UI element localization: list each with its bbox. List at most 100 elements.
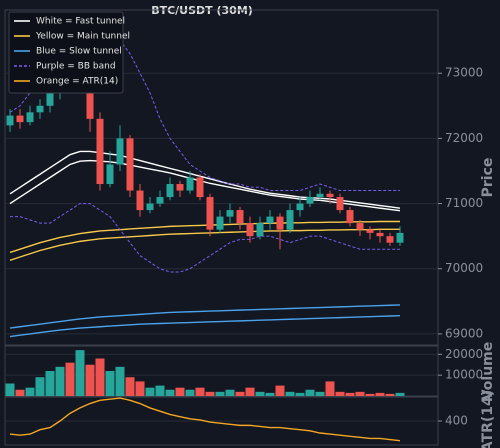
volume-bar	[15, 389, 25, 396]
volume-bar	[115, 366, 125, 396]
candle-body	[246, 223, 254, 237]
candle-body	[326, 193, 334, 198]
tunnel-line	[9, 228, 400, 261]
tunnel-line	[9, 220, 400, 254]
candle-body	[156, 197, 164, 204]
legend-box	[8, 11, 124, 94]
y-tick-label: 69000	[445, 326, 483, 340]
volume-bar	[365, 393, 375, 396]
legend-label: Blue = Slow tunnel	[36, 47, 122, 57]
tunnel-line	[9, 150, 401, 209]
candle-body	[336, 197, 344, 211]
volume-bar	[345, 392, 355, 396]
volume-bar	[305, 389, 315, 396]
volume-bar	[355, 391, 365, 396]
volume-bar	[205, 391, 215, 396]
volume-bar	[105, 371, 115, 396]
candle-body	[46, 92, 54, 106]
candle-body	[276, 216, 284, 230]
volume-bar	[65, 362, 75, 396]
volume-bar	[45, 371, 55, 396]
candle-body	[106, 164, 114, 185]
candle-body	[96, 118, 104, 185]
candle-body	[36, 105, 44, 113]
volume-bar	[185, 389, 195, 396]
candle-body	[286, 210, 294, 230]
tunnel-line	[10, 203, 400, 273]
volume-bar	[95, 358, 105, 396]
volume-bar	[135, 381, 145, 396]
volume-bar	[235, 391, 245, 396]
volume-bar	[195, 387, 205, 396]
legend-label: White = Fast tunnel	[36, 17, 125, 27]
legend-label: Yellow = Main tunnel	[35, 32, 130, 42]
volume-bar	[145, 387, 155, 396]
candle-body	[316, 193, 324, 198]
candle-body	[26, 112, 34, 123]
y-axis-label: ATR(14)	[480, 390, 496, 448]
candle-body	[366, 229, 374, 233]
volume-bar	[395, 392, 405, 396]
candle-body	[186, 177, 194, 191]
candle-body	[226, 210, 234, 217]
volume-bar	[385, 393, 395, 396]
candle-body	[256, 223, 264, 237]
candle-body	[176, 184, 184, 191]
y-axis-label: Volume	[480, 342, 496, 401]
candle-body	[126, 138, 134, 191]
y-axis-label: Price	[480, 158, 496, 198]
tunnel-line	[9, 159, 401, 212]
candle-body	[196, 177, 204, 198]
candle-body	[236, 210, 244, 224]
volume-bar	[255, 391, 265, 396]
volume-bar	[285, 391, 295, 396]
volume-bar	[25, 387, 35, 396]
candle-body	[16, 115, 24, 123]
volume-bar	[225, 389, 235, 396]
volume-bar	[125, 377, 135, 396]
candle-body	[266, 216, 274, 224]
y-tick-label: 71000	[445, 196, 483, 210]
volume-bar	[375, 392, 385, 396]
volume-bar	[5, 383, 15, 396]
panel-frame	[4, 9, 439, 346]
volume-bar	[265, 392, 275, 396]
volume-bar	[55, 366, 65, 396]
candle-body	[206, 197, 214, 230]
y-tick-label: 400	[445, 414, 468, 428]
volume-bar	[155, 385, 165, 396]
volume-bar	[35, 377, 45, 396]
volume-bar	[295, 392, 305, 396]
volume-bar	[215, 391, 225, 396]
volume-bar	[75, 350, 85, 396]
candle-body	[306, 197, 314, 204]
volume-bar	[245, 387, 255, 396]
volume-bar	[175, 387, 185, 396]
volume-bar	[275, 385, 285, 396]
volume-bar	[335, 391, 345, 396]
volume-bar	[85, 364, 95, 396]
tunnel-line	[9, 304, 401, 329]
atr-line	[9, 397, 401, 442]
candle-body	[6, 115, 14, 126]
candle-body	[216, 216, 224, 230]
candle-body	[296, 203, 304, 211]
volume-bar	[315, 391, 325, 396]
volume-bar	[325, 381, 335, 396]
legend: White = Fast tunnel Yellow = Main tunnel B…	[8, 11, 130, 94]
y-tick-label: 10000	[445, 368, 483, 382]
y-tick-label: 70000	[445, 261, 483, 275]
legend-label: Orange = ATR(14)	[36, 77, 118, 87]
candle-body	[136, 190, 144, 211]
y-tick-label: 73000	[445, 66, 483, 80]
volume-bar	[165, 389, 175, 396]
tunnel-line	[9, 314, 401, 338]
candle-body	[166, 184, 174, 198]
candle-body	[386, 236, 394, 243]
candle-body	[346, 210, 354, 224]
candle-body	[356, 223, 364, 230]
y-tick-label: 20000	[445, 347, 483, 361]
legend-label: Purple = BB band	[36, 62, 116, 72]
candle-body	[396, 232, 404, 243]
